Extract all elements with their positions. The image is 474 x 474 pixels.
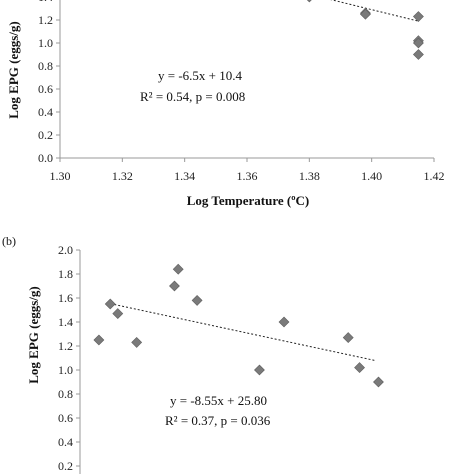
chart-b-y-tick-label: 0.4 (58, 435, 73, 449)
chart-a-points (306, 0, 424, 60)
chart-a-y-tick-label: 1.2 (38, 13, 53, 27)
chart-b-y-tick-label: 2.0 (58, 243, 73, 257)
chart-b: (b) 0.00.20.40.60.81.01.21.41.61.82.0 y … (2, 234, 384, 474)
data-point (254, 364, 265, 376)
chart-b-equation: y = -8.55x + 25.80 (170, 393, 267, 408)
chart-b-y-axis-label: Log EPG (eggs/g) (26, 286, 41, 384)
chart-a-x-tick-label: 1.36 (237, 169, 258, 183)
chart-a-x-tick-label: 1.40 (361, 169, 382, 183)
data-point (342, 332, 354, 344)
data-point (412, 11, 424, 22)
chart-b-y-tick-label: 1.2 (58, 339, 73, 353)
chart-b-y-tick-label: 0.2 (58, 459, 73, 473)
chart-a-y-axis-label: Log EPG (eggs/g) (6, 21, 21, 119)
data-point (354, 362, 365, 374)
chart-a-x-ticks: 1.30 1.32 1.34 1.36 1.38 1.40 1.42 (50, 158, 445, 183)
data-point (412, 37, 424, 49)
chart-a-x-tick-label: 1.34 (174, 169, 195, 183)
data-point (112, 308, 124, 320)
data-point (172, 263, 184, 275)
chart-a-y-tick-label: 1.0 (38, 36, 53, 50)
chart-a-y-tick-label: 1.4 (38, 0, 53, 4)
chart-b-y-tick-label: 1.0 (58, 363, 73, 377)
chart-b-points (93, 263, 384, 388)
data-point (93, 334, 105, 346)
chart-b-y-tick-label: 0.8 (58, 387, 73, 401)
chart-b-y-tick-label: 1.4 (58, 315, 73, 329)
chart-a-stats: R² = 0.54, p = 0.008 (140, 89, 245, 104)
data-point (191, 294, 203, 306)
chart-b-y-ticks: 0.00.20.40.60.81.01.21.41.61.82.0 (58, 243, 80, 473)
chart-b-trendline (106, 302, 375, 361)
data-point (278, 316, 290, 328)
chart-b-y-tick-label: 0.6 (58, 411, 73, 425)
chart-b-stats: R² = 0.37, p = 0.036 (165, 413, 271, 428)
chart-a-x-tick-label: 1.38 (299, 169, 320, 183)
chart-b-panel-label: (b) (2, 234, 16, 248)
chart-a-y-tick-label: 0.0 (38, 151, 53, 165)
chart-a-trendline (330, 0, 419, 22)
chart-a-x-axis-label: Log Temperature (ºC) (187, 193, 309, 208)
chart-a-x-tick-label: 1.32 (112, 169, 133, 183)
chart-a-x-tick-label: 1.30 (50, 169, 71, 183)
data-point (373, 376, 384, 388)
data-point (131, 336, 143, 348)
data-point (412, 49, 424, 60)
chart-b-y-tick-label: 1.6 (58, 291, 73, 305)
chart-a-equation: y = -6.5x + 10.4 (158, 68, 242, 83)
chart-a-y-tick-label: 0.4 (38, 105, 53, 119)
data-point (360, 8, 371, 20)
chart-a-y-tick-label: 0.8 (38, 59, 53, 73)
chart-a-y-tick-label: 0.6 (38, 82, 53, 96)
chart-a-y-ticks: 0.00.20.40.60.81.01.21.41.6 (38, 0, 60, 165)
chart-a-x-tick-label: 1.42 (424, 169, 445, 183)
data-point (169, 280, 180, 292)
data-point (306, 0, 312, 3)
chart-a-y-tick-label: 0.2 (38, 128, 53, 142)
data-point (104, 298, 116, 310)
chart-a: 0.00.20.40.60.81.01.21.41.6 1.301.321.34… (6, 0, 445, 208)
chart-b-y-tick-label: 1.8 (58, 267, 73, 281)
